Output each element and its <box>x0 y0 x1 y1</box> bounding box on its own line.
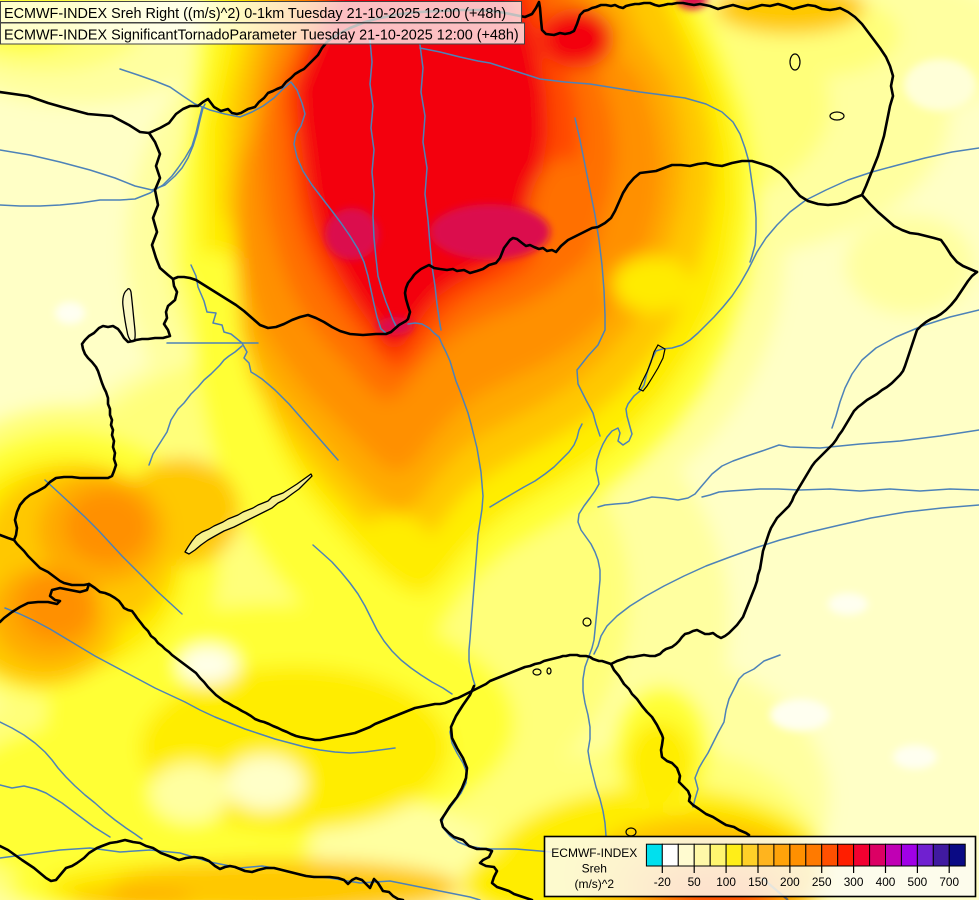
svg-text:ECMWF-INDEX SignificantTornado: ECMWF-INDEX SignificantTornadoParameter … <box>4 27 519 43</box>
svg-text:50: 50 <box>688 875 702 889</box>
svg-text:-20: -20 <box>654 875 671 889</box>
svg-text:ECMWF-INDEX: ECMWF-INDEX <box>551 846 637 860</box>
svg-text:250: 250 <box>812 875 832 889</box>
svg-text:ECMWF-INDEX Sreh Right ((m/s)^: ECMWF-INDEX Sreh Right ((m/s)^2) 0-1km T… <box>4 6 506 22</box>
svg-text:500: 500 <box>908 875 928 889</box>
svg-text:150: 150 <box>748 875 768 889</box>
svg-text:300: 300 <box>844 875 864 889</box>
svg-text:700: 700 <box>939 875 959 889</box>
svg-text:(m/s)^2: (m/s)^2 <box>574 877 614 891</box>
svg-text:200: 200 <box>780 875 800 889</box>
svg-text:100: 100 <box>716 875 736 889</box>
svg-text:400: 400 <box>876 875 896 889</box>
svg-text:Sreh: Sreh <box>582 862 607 876</box>
